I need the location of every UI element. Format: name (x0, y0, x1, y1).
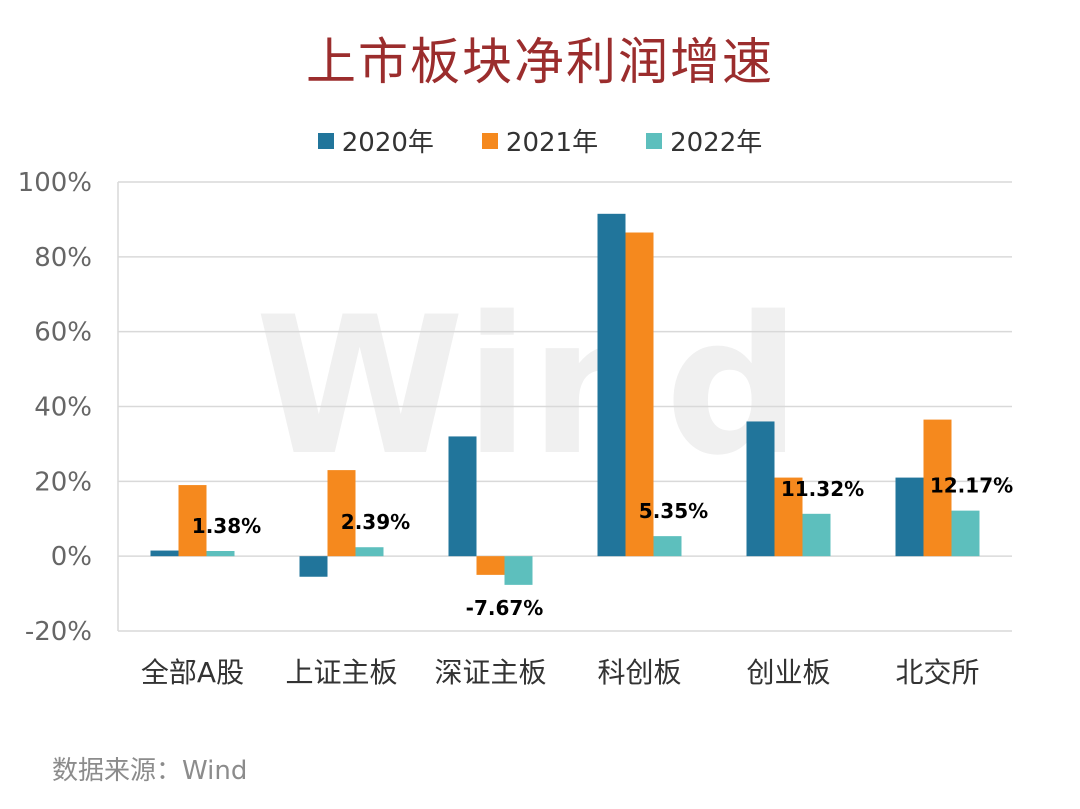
data-label-2022: 12.17% (930, 474, 1013, 498)
data-label-2022: -7.67% (466, 596, 544, 620)
watermark: Wind (255, 276, 801, 497)
data-label-2022: 11.32% (781, 477, 864, 501)
source-note: 数据来源：Wind (52, 756, 248, 786)
bar-2-4 (802, 513, 831, 557)
bar-1-1 (327, 470, 356, 557)
category-label: 深证主板 (434, 656, 546, 689)
bar-1-2 (476, 556, 505, 575)
y-tick-label: 60% (34, 318, 92, 348)
data-label-2022: 5.35% (639, 499, 708, 523)
grid-layer: 100% 80% 60% 40% 20% 0% -20% (18, 168, 1012, 647)
category-label: 北交所 (895, 656, 979, 689)
category-label: 创业板 (746, 656, 830, 689)
bar-1-0 (178, 485, 207, 557)
y-tick-label: 20% (34, 467, 92, 497)
bar-1-4 (774, 477, 803, 557)
legend-swatch-2021 (481, 132, 498, 149)
labels-layer: 全部A股 1.38% 上证主板 2.39% 深证主板 -7.67% 科创板 5.35% 创业板 1… (141, 474, 1013, 689)
bar-2-1 (355, 547, 384, 557)
bar-0-3 (597, 213, 626, 557)
legend-swatch-2020 (317, 132, 334, 149)
category-label: 上证主板 (285, 656, 397, 689)
bar-0-0 (150, 550, 179, 557)
legend-label-2021: 2021年 (505, 128, 599, 158)
bar-1-3 (625, 232, 654, 557)
legend-item-2022: 2022年 (646, 122, 762, 159)
legend: 2020年 2021年 2022年 (0, 122, 1080, 159)
category-label: 全部A股 (141, 656, 244, 689)
chart-title: 上市板块净利润增速 (306, 33, 774, 91)
y-tick-label: 40% (34, 393, 92, 423)
bar-0-4 (746, 421, 775, 557)
bar-0-5 (895, 477, 924, 557)
legend-item-2021: 2021年 (481, 122, 599, 159)
bar-2-2 (504, 556, 533, 585)
y-tick-label: 0% (51, 542, 92, 572)
bar-0-1 (299, 556, 328, 577)
legend-swatch-2022 (646, 132, 663, 149)
bar-2-5 (951, 510, 980, 557)
data-label-2022: 1.38% (192, 514, 261, 538)
bar-1-5 (923, 419, 952, 557)
y-tick-label: -20% (25, 617, 92, 647)
data-label-2022: 2.39% (341, 510, 410, 534)
bar-2-0 (206, 551, 235, 557)
bar-0-2 (448, 436, 477, 557)
category-label: 科创板 (597, 656, 681, 689)
legend-item-2020: 2020年 (317, 122, 434, 159)
legend-label-2020: 2020年 (341, 128, 434, 158)
bar-2-3 (653, 536, 682, 557)
bars-layer (150, 213, 980, 585)
y-tick-label: 80% (34, 243, 92, 273)
y-tick-label: 100% (18, 168, 92, 198)
legend-label-2022: 2022年 (670, 128, 763, 158)
